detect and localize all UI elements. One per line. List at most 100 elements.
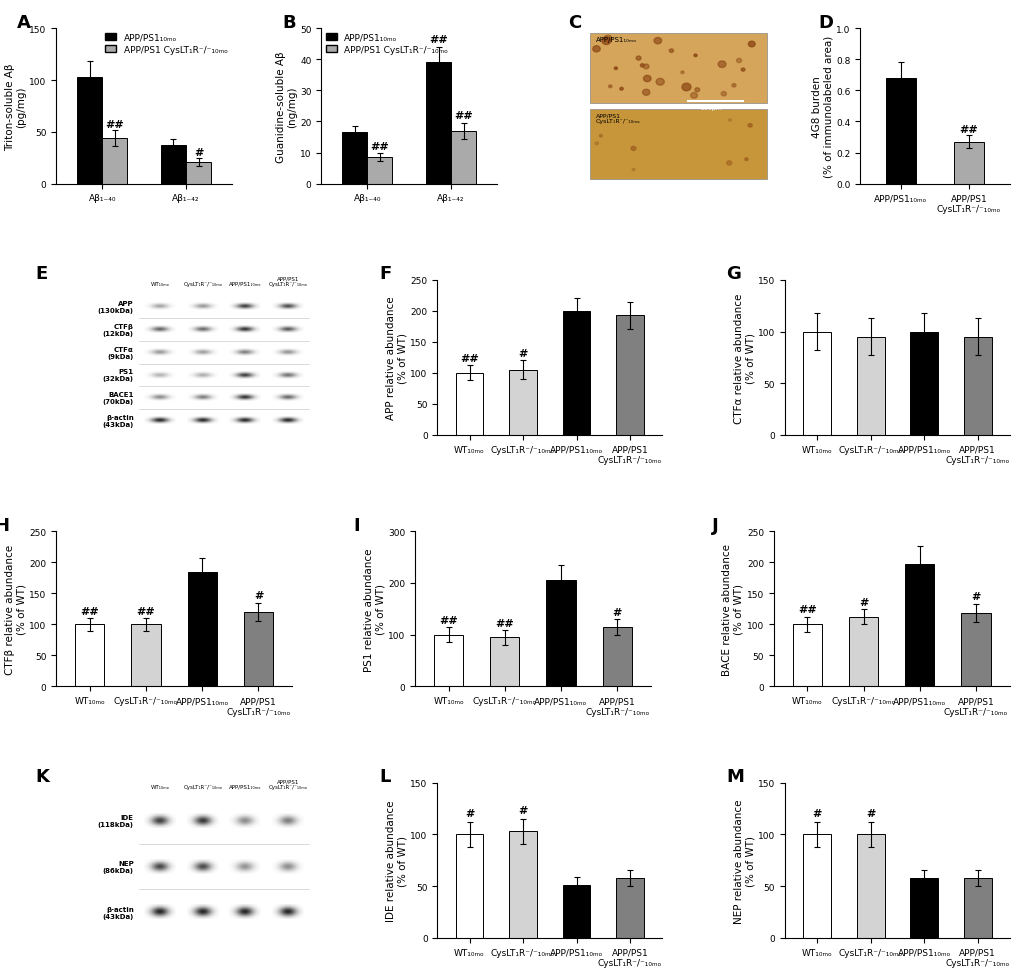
Text: ##: ##	[797, 605, 816, 615]
Text: ##: ##	[429, 35, 447, 45]
Circle shape	[592, 47, 599, 53]
Circle shape	[720, 93, 726, 97]
Y-axis label: NEP relative abundance
(% of WT): NEP relative abundance (% of WT)	[733, 798, 754, 922]
Text: ##: ##	[460, 354, 479, 363]
Bar	[187, 572, 217, 687]
Text: IDE
(118kDa): IDE (118kDa)	[98, 815, 133, 828]
Text: #: #	[811, 808, 821, 818]
Text: PS1
(32kDa): PS1 (32kDa)	[103, 369, 133, 382]
Text: #: #	[194, 148, 203, 157]
Text: J: J	[711, 516, 718, 534]
Text: I: I	[354, 516, 360, 534]
Bar	[508, 831, 536, 938]
Text: APP/PS1
CysLT₁R⁻/⁻₁₀ₘₒ: APP/PS1 CysLT₁R⁻/⁻₁₀ₘₒ	[268, 779, 308, 789]
Legend: APP/PS1₁₀ₘₒ, APP/PS1 CysLT₁R⁻/⁻₁₀ₘₒ: APP/PS1₁₀ₘₒ, APP/PS1 CysLT₁R⁻/⁻₁₀ₘₒ	[105, 34, 227, 55]
Text: #: #	[865, 808, 874, 818]
Text: A: A	[17, 14, 32, 32]
Circle shape	[643, 76, 650, 83]
Bar	[802, 332, 830, 436]
Bar	[615, 316, 643, 436]
Bar	[961, 614, 989, 687]
Text: ##: ##	[370, 142, 389, 151]
Bar	[589, 34, 766, 104]
Text: NEP
(86kDa): NEP (86kDa)	[103, 860, 133, 873]
Bar	[455, 834, 483, 938]
Circle shape	[736, 60, 741, 64]
Text: WT₁₀ₘₒ: WT₁₀ₘₒ	[151, 281, 169, 286]
Bar	[341, 133, 367, 185]
Text: 200μm: 200μm	[700, 106, 722, 111]
Bar	[426, 64, 450, 185]
Circle shape	[690, 94, 697, 99]
Bar	[602, 627, 631, 687]
Bar	[589, 110, 766, 180]
Y-axis label: PS1 relative abundance
(% of WT): PS1 relative abundance (% of WT)	[363, 547, 385, 671]
Bar	[434, 635, 463, 687]
Bar	[490, 638, 519, 687]
Y-axis label: APP relative abundance
(% of WT): APP relative abundance (% of WT)	[385, 296, 408, 420]
Bar	[102, 139, 127, 185]
Text: L: L	[379, 767, 390, 786]
Bar	[792, 624, 821, 687]
Text: APP
(130kDa): APP (130kDa)	[98, 301, 133, 314]
Circle shape	[728, 119, 731, 122]
Text: CTFα
(9kDa): CTFα (9kDa)	[107, 347, 133, 360]
Y-axis label: Triton-soluble Aβ
(pg/mg): Triton-soluble Aβ (pg/mg)	[5, 64, 26, 150]
Circle shape	[682, 84, 690, 92]
Text: #: #	[518, 349, 527, 359]
Text: ##: ##	[495, 618, 514, 628]
Text: β-actin
(43kDa): β-actin (43kDa)	[102, 906, 133, 918]
Circle shape	[748, 42, 754, 48]
Bar	[244, 613, 273, 687]
Text: BACE1
(70kDa): BACE1 (70kDa)	[103, 392, 133, 404]
Bar	[131, 624, 160, 687]
Bar	[802, 834, 830, 938]
Bar	[562, 312, 590, 436]
Circle shape	[694, 89, 699, 93]
Text: ##: ##	[137, 606, 155, 616]
Bar	[848, 617, 877, 687]
Bar	[546, 580, 575, 687]
Bar	[856, 337, 883, 436]
Circle shape	[747, 124, 751, 128]
Bar	[884, 79, 915, 185]
Circle shape	[693, 55, 696, 58]
Circle shape	[601, 38, 610, 46]
Text: CysLT₁R⁻/⁻₁₀ₘₒ: CysLT₁R⁻/⁻₁₀ₘₒ	[183, 281, 222, 286]
Text: #: #	[465, 808, 474, 818]
Circle shape	[717, 62, 726, 68]
Bar	[856, 834, 883, 938]
Y-axis label: CTFα relative abundance
(% of WT): CTFα relative abundance (% of WT)	[733, 293, 754, 423]
Y-axis label: BACE relative abundance
(% of WT): BACE relative abundance (% of WT)	[721, 543, 743, 675]
Bar	[909, 878, 937, 938]
Circle shape	[668, 50, 673, 54]
Circle shape	[655, 79, 663, 86]
Circle shape	[603, 36, 611, 43]
Legend: APP/PS1₁₀ₘₒ, APP/PS1 CysLT₁R⁻/⁻₁₀ₘₒ: APP/PS1₁₀ₘₒ, APP/PS1 CysLT₁R⁻/⁻₁₀ₘₒ	[325, 34, 447, 55]
Text: APP/PS1
CysLT₁R⁻/⁻₁₀ₘₒ: APP/PS1 CysLT₁R⁻/⁻₁₀ₘₒ	[268, 276, 308, 286]
Circle shape	[726, 161, 731, 166]
Text: ##: ##	[959, 125, 977, 135]
Text: β-actin
(43kDa): β-actin (43kDa)	[102, 414, 133, 428]
Text: E: E	[36, 265, 48, 283]
Text: APP/PS1₁₀ₘₒ: APP/PS1₁₀ₘₒ	[229, 281, 262, 286]
Text: #: #	[254, 590, 263, 601]
Circle shape	[608, 86, 611, 89]
Circle shape	[642, 90, 649, 96]
Circle shape	[599, 135, 601, 138]
Text: M: M	[726, 767, 744, 786]
Y-axis label: 4G8 burden
(% of immunolabeled area): 4G8 burden (% of immunolabeled area)	[811, 36, 833, 178]
Text: ##: ##	[439, 616, 458, 625]
Text: ##: ##	[105, 119, 124, 130]
Text: #: #	[518, 805, 527, 815]
Y-axis label: CTFβ relative abundance
(% of WT): CTFβ relative abundance (% of WT)	[5, 544, 26, 674]
Text: ##: ##	[81, 606, 99, 616]
Text: APP/PS1
CysLT₁R⁻/⁻₁₀ₘₒ: APP/PS1 CysLT₁R⁻/⁻₁₀ₘₒ	[595, 113, 640, 124]
Text: APP/PS1₁₀ₘₒ: APP/PS1₁₀ₘₒ	[229, 785, 262, 789]
Circle shape	[632, 169, 635, 172]
Circle shape	[594, 143, 598, 146]
Circle shape	[653, 38, 661, 45]
Circle shape	[744, 158, 747, 161]
Text: B: B	[282, 14, 296, 32]
Bar	[909, 332, 937, 436]
